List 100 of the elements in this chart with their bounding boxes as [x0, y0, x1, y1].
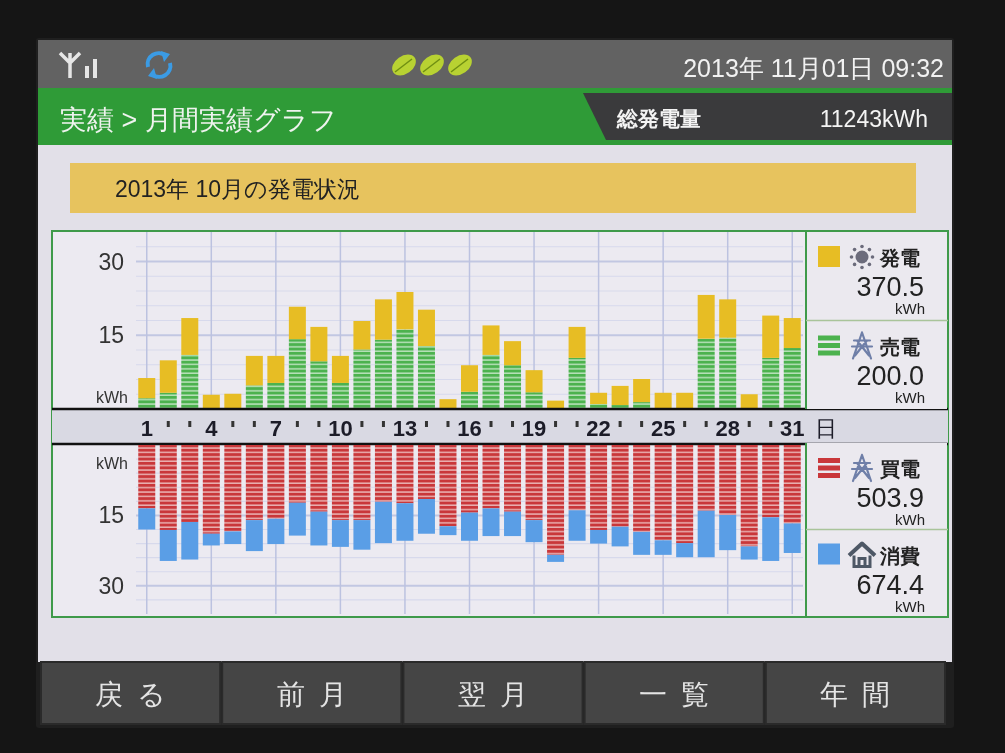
bar [288, 445, 306, 503]
bar [633, 379, 651, 403]
bar [783, 318, 801, 349]
bar [590, 529, 608, 544]
bar [676, 392, 694, 409]
bar [697, 445, 715, 511]
bar [568, 326, 586, 358]
bar [267, 445, 285, 519]
bar [547, 554, 565, 562]
y-axis-title: kWh [96, 455, 128, 472]
bar [654, 540, 672, 555]
bar [310, 445, 328, 512]
x-tick-label: 4 [205, 416, 219, 441]
bar [783, 523, 801, 553]
bar [331, 445, 349, 521]
bar [633, 531, 651, 555]
bar [783, 348, 801, 409]
text: 総発電量 [616, 107, 701, 130]
bar [138, 508, 156, 530]
bar [288, 306, 306, 340]
bar [439, 526, 457, 536]
bar [396, 445, 414, 504]
bar [417, 445, 435, 499]
bar [461, 512, 478, 541]
bar [504, 365, 522, 409]
bar [482, 325, 500, 355]
bar [310, 511, 328, 546]
bar [245, 385, 263, 409]
text: 戻る [95, 679, 181, 710]
bar [719, 445, 737, 515]
legend-item: 買電 503.9 kWh [818, 453, 925, 528]
y-tick-label: 30 [98, 248, 124, 275]
x-tick-label: 25 [650, 416, 676, 441]
bar [719, 514, 737, 551]
bar [224, 445, 242, 532]
bar [740, 394, 758, 409]
bar [697, 510, 715, 558]
bar [138, 398, 156, 409]
bar [267, 382, 285, 409]
bar [374, 445, 392, 502]
bar [181, 354, 199, 409]
bar [697, 338, 715, 409]
bar [396, 503, 414, 541]
bar [590, 445, 608, 530]
text: 一覧 [639, 679, 724, 710]
bar [245, 520, 263, 552]
bar [224, 531, 242, 545]
text: 年間 [820, 679, 905, 710]
bar [138, 378, 156, 399]
bar [396, 329, 414, 409]
x-tick-label: 10 [328, 416, 353, 441]
bar [267, 355, 285, 383]
text: 翌月 [458, 679, 542, 710]
bar [374, 339, 392, 409]
bar [762, 517, 780, 561]
bar [504, 445, 522, 512]
text: 2013年 11月01日 09:32 [683, 54, 944, 82]
bar [740, 546, 758, 560]
bar [310, 326, 328, 362]
bar [568, 510, 586, 541]
x-axis-title: 日 [815, 416, 837, 441]
bar [762, 315, 780, 358]
bar [676, 445, 694, 544]
bar [676, 543, 694, 558]
legend-item: 発電 370.5 kWh [818, 244, 925, 317]
bar [461, 391, 478, 409]
bar [740, 445, 758, 547]
bar [762, 357, 780, 409]
bar [590, 392, 608, 405]
bar [374, 501, 392, 544]
bar [762, 445, 780, 518]
y-tick-label: 30 [98, 572, 124, 599]
x-tick-label: 22 [586, 416, 611, 441]
bar [611, 385, 629, 406]
bar [439, 445, 457, 527]
bar [353, 520, 371, 550]
bar [353, 349, 371, 409]
bar [482, 354, 500, 409]
bar [138, 445, 156, 509]
text: 11243kWh [819, 106, 928, 132]
x-tick-label: 19 [521, 416, 547, 441]
x-tick-label: 7 [269, 416, 282, 441]
bar [374, 299, 392, 340]
bar [353, 445, 371, 521]
bar [654, 445, 672, 541]
y-tick-label: 15 [98, 322, 124, 349]
bar [202, 394, 220, 409]
bar [417, 346, 435, 409]
bar [245, 445, 263, 521]
x-tick-label: 13 [392, 416, 418, 441]
bar [461, 445, 478, 513]
bar [417, 498, 435, 534]
bar [181, 318, 199, 355]
legend-item: 消費 674.4 kWh [805, 528, 949, 615]
bar [417, 309, 435, 347]
bar [396, 291, 414, 330]
legend-item: 売電 200.0 kWh [805, 319, 949, 406]
bar [288, 502, 306, 536]
bar [482, 445, 500, 509]
bar [611, 445, 629, 527]
